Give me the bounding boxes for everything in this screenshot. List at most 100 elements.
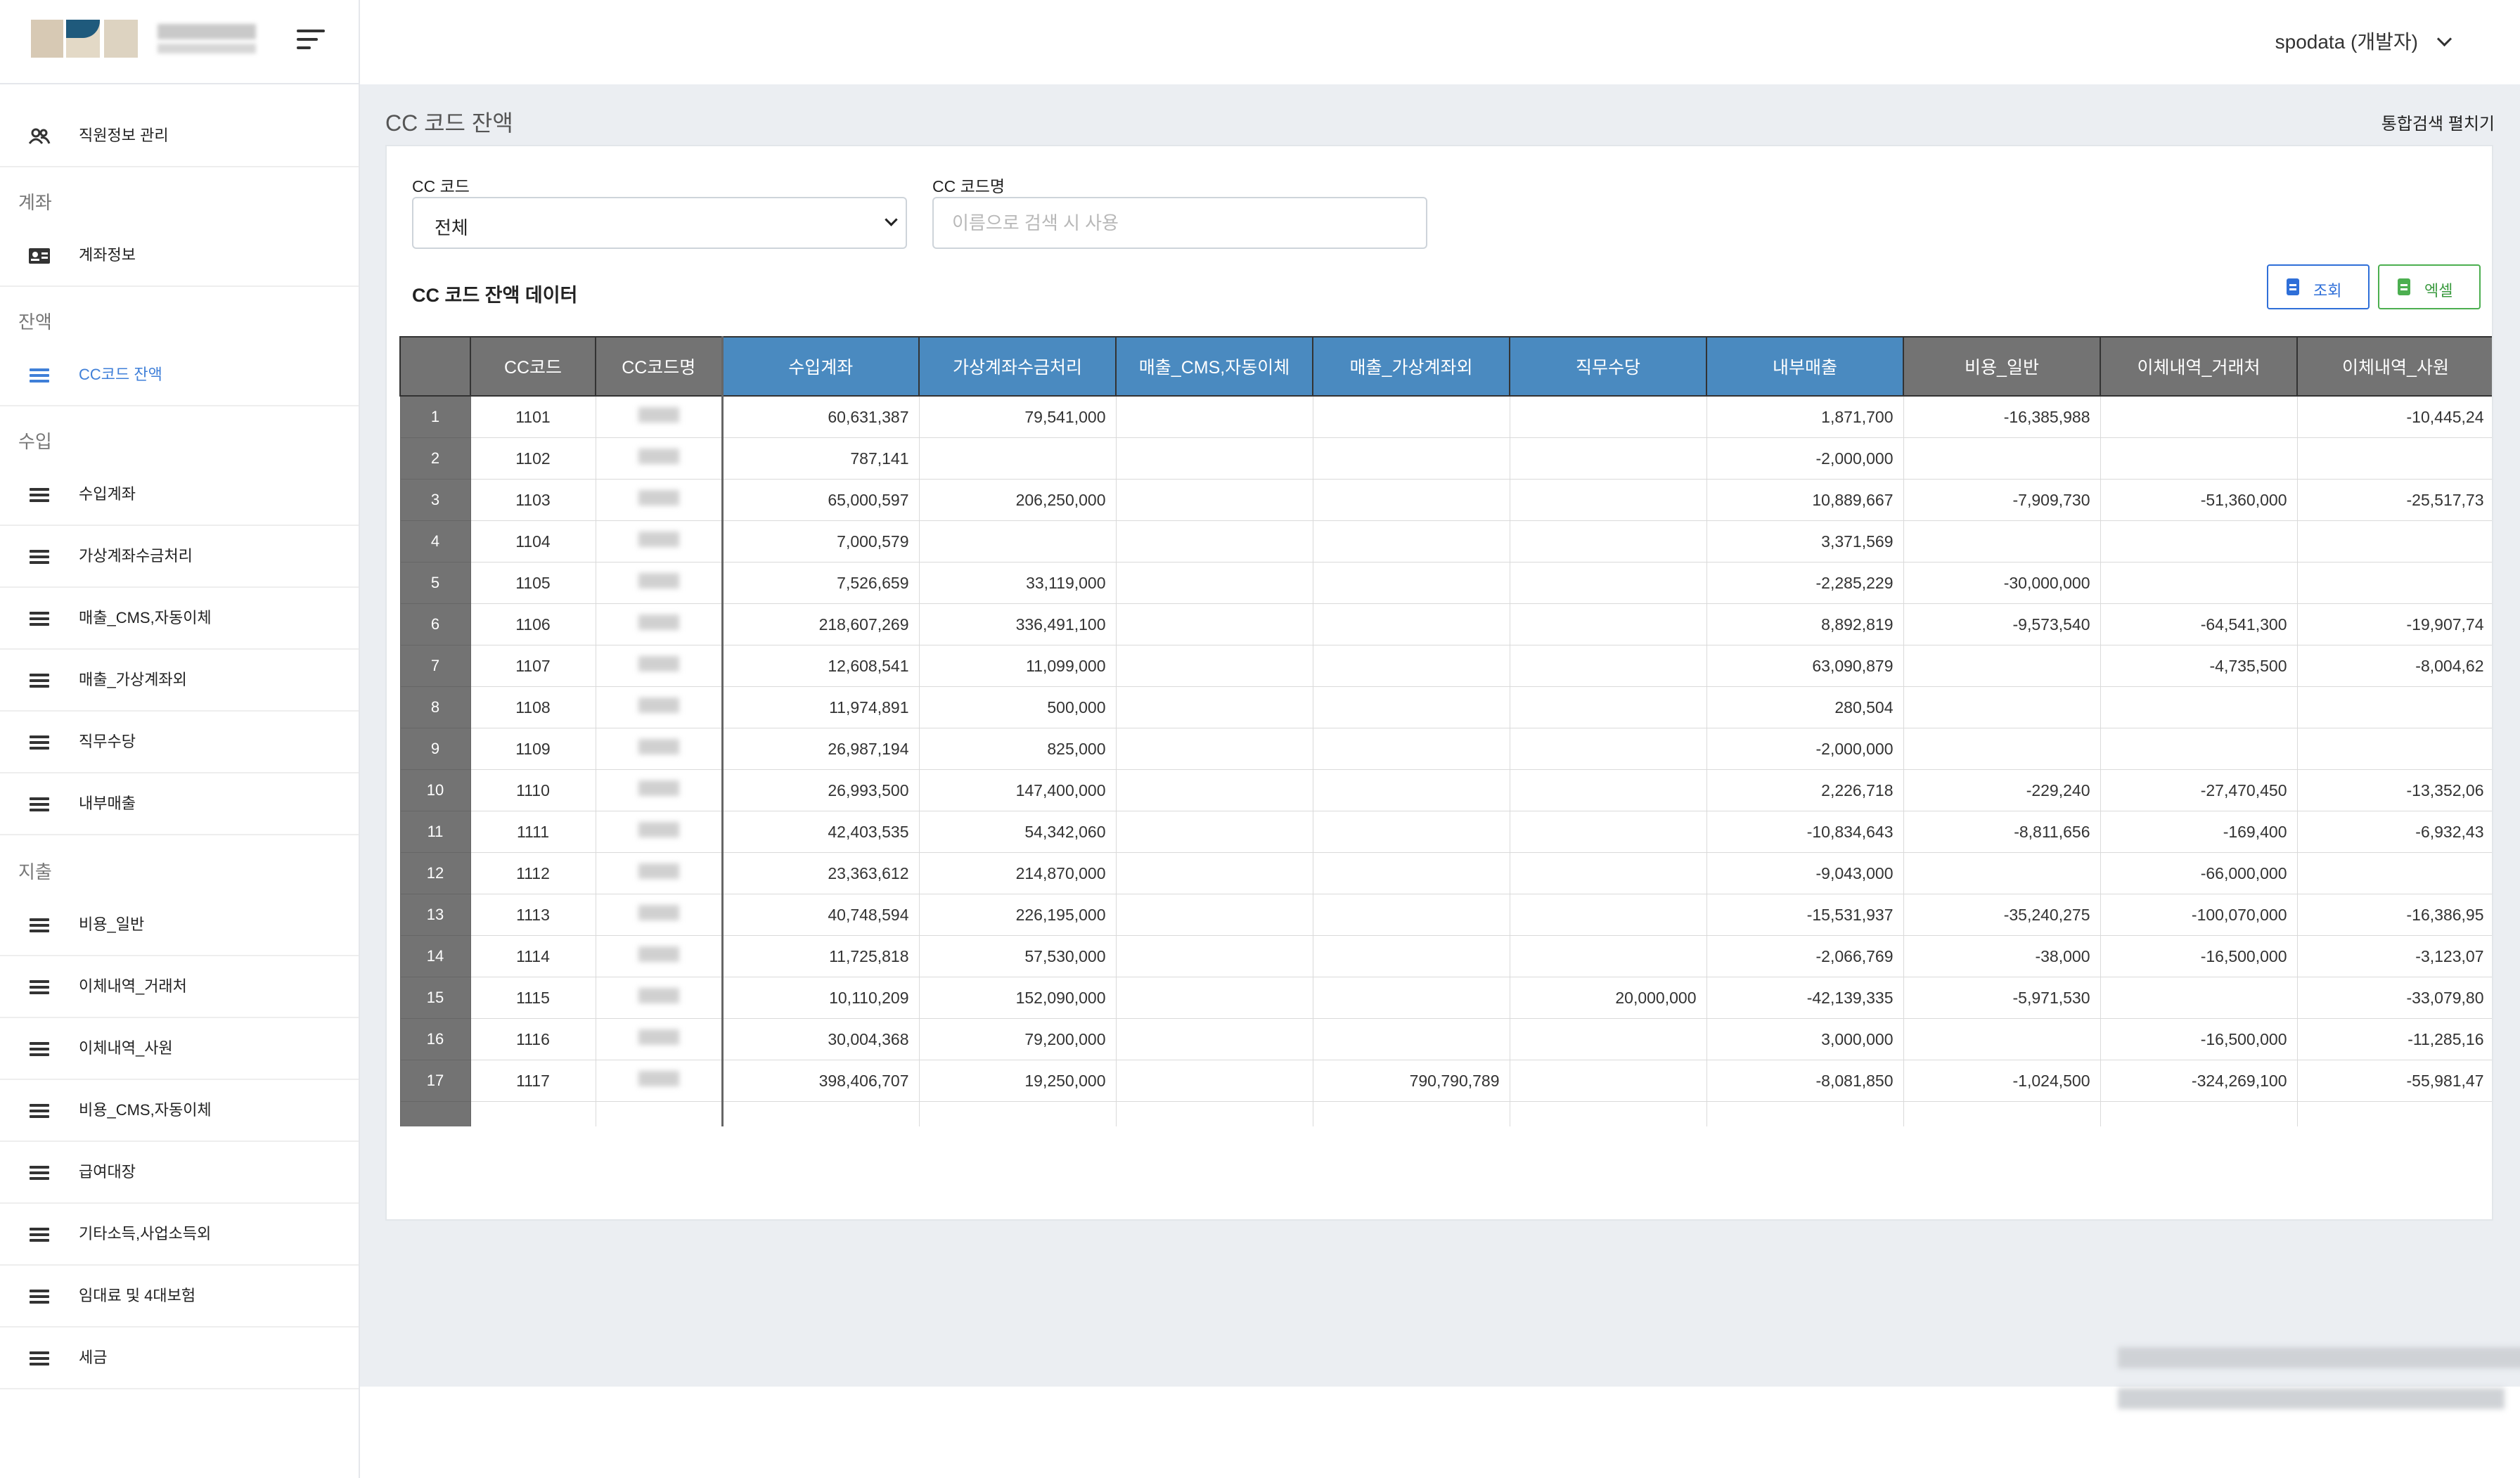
cc-code-select[interactable]: 전체	[412, 197, 907, 249]
column-header-cc-code[interactable]: CC코드	[470, 336, 596, 397]
row-number-cell: 6	[399, 603, 471, 645]
column-header-income-account[interactable]: 수입계좌	[721, 336, 920, 397]
cc-code-cell: 1101	[470, 395, 596, 438]
column-header-transfer-employee[interactable]: 이체내역_사원	[2296, 336, 2492, 397]
sidebar-item-transfer-vendor[interactable]: 이체내역_거래처	[0, 956, 359, 1018]
amount-cell	[1509, 520, 1707, 563]
column-header-sales-cms[interactable]: 매출_CMS,자동이체	[1115, 336, 1313, 397]
amount-cell	[1312, 852, 1510, 894]
table-row[interactable]: 6 1106 218,607,269 336,491,100 8,892,819 -9,5…	[399, 603, 2492, 645]
amount-cell: 280,504	[1706, 686, 1904, 728]
sidebar-item-duty-allowance[interactable]: 직무수당	[0, 712, 359, 773]
amount-cell: -100,070,000	[2100, 894, 2298, 936]
column-header-duty-allowance[interactable]: 직무수당	[1509, 336, 1707, 397]
table-row[interactable]: 9 1109 26,987,194 825,000 -2,000,000	[399, 728, 2492, 770]
row-number-cell: 16	[399, 1018, 471, 1060]
sidebar-item-expense-cms[interactable]: 비용_CMS,자동이체	[0, 1080, 359, 1142]
row-number-cell: 8	[399, 686, 471, 728]
amount-cell: 11,725,818	[721, 935, 920, 977]
list-icon	[28, 1225, 51, 1245]
cc-name-cell	[595, 437, 724, 480]
cc-code-cell: 1117	[470, 1060, 596, 1102]
amount-cell: 226,195,000	[918, 894, 1117, 936]
balance-grid[interactable]: CC코드 CC코드명 수입계좌 가상계좌수금처리 매출_CMS,자동이체 매출_…	[399, 336, 2492, 1126]
row-number-cell: 5	[399, 562, 471, 604]
amount-cell: 7,000,579	[721, 520, 920, 563]
cc-name-input[interactable]	[932, 197, 1427, 249]
blurred-name	[638, 822, 679, 837]
table-row[interactable]: 8 1108 11,974,891 500,000 280,504	[399, 686, 2492, 728]
table-row[interactable]: 3 1103 65,000,597 206,250,000 10,889,667 -7,9…	[399, 479, 2492, 521]
row-number-cell: 3	[399, 479, 471, 521]
amount-cell	[1115, 852, 1313, 894]
blurred-name	[638, 449, 679, 464]
sidebar-item-sales-other[interactable]: 매출_가상계좌외	[0, 650, 359, 712]
cc-name-cell	[595, 935, 724, 977]
amount-cell	[1312, 935, 1510, 977]
sidebar-item-internal-sales[interactable]: 내부매출	[0, 773, 359, 835]
amount-cell	[1509, 728, 1707, 770]
sidebar-item-tax[interactable]: 세금	[0, 1328, 359, 1389]
amount-cell	[1312, 769, 1510, 811]
table-row[interactable]: 13 1113 40,748,594 226,195,000 -15,531,937 -3…	[399, 894, 2492, 936]
table-row[interactable]: 12 1112 23,363,612 214,870,000 -9,043,000 -66…	[399, 852, 2492, 894]
sidebar-item-expense-general[interactable]: 비용_일반	[0, 894, 359, 956]
sidebar-item-transfer-employee[interactable]: 이체내역_사원	[0, 1018, 359, 1080]
amount-cell: 147,400,000	[918, 769, 1117, 811]
user-menu[interactable]: spodata (개발자)	[2275, 27, 2452, 55]
company-logo	[31, 20, 141, 58]
amount-cell	[1312, 811, 1510, 853]
cc-name-cell	[595, 1018, 724, 1060]
table-row[interactable]: 16 1116 30,004,368 79,200,000 3,000,000 -16,5…	[399, 1018, 2492, 1060]
sidebar-item-rent-insurance[interactable]: 임대료 및 4대보험	[0, 1266, 359, 1328]
sidebar-item-label: 매출_CMS,자동이체	[79, 609, 212, 626]
sidebar-item-label: 비용_CMS,자동이체	[79, 1101, 212, 1119]
column-header-cc-name[interactable]: CC코드명	[595, 336, 724, 397]
table-row[interactable]: 11 1111 42,403,535 54,342,060 -10,834,643 -8,…	[399, 811, 2492, 853]
table-row[interactable]: 17 1117 398,406,707 19,250,000 790,790,789 -8…	[399, 1060, 2492, 1102]
brand-area	[0, 0, 359, 84]
cc-code-cell: 1103	[470, 479, 596, 521]
table-row[interactable]: 15 1115 10,110,209 152,090,000 20,000,000 -42…	[399, 977, 2492, 1019]
column-header-expense-general[interactable]: 비용_일반	[1903, 336, 2101, 397]
table-row[interactable]: 5 1105 7,526,659 33,119,000 -2,285,229 -30,00…	[399, 562, 2492, 604]
company-name-blurred	[158, 24, 256, 39]
blurred-name	[638, 698, 679, 713]
amount-cell	[1903, 686, 2101, 728]
empty-cell	[1903, 1101, 2101, 1126]
amount-cell	[2296, 437, 2492, 480]
table-row[interactable]: 1 1101 60,631,387 79,541,000 1,871,700 -16,38…	[399, 395, 2492, 438]
search-button[interactable]: 조회	[2267, 264, 2370, 309]
table-row[interactable]: 2 1102 787,141 -2,000,000	[399, 437, 2492, 480]
sidebar-item-virtual-account[interactable]: 가상계좌수금처리	[0, 526, 359, 588]
table-body: 1 1101 60,631,387 79,541,000 1,871,700 -16,38…	[399, 395, 2492, 1126]
sidebar-item-sales-cms[interactable]: 매출_CMS,자동이체	[0, 588, 359, 650]
expand-search-link[interactable]: 통합검색 펼치기	[2381, 115, 2495, 134]
column-header-transfer-vendor[interactable]: 이체내역_거래처	[2100, 336, 2298, 397]
column-header-virtual-account[interactable]: 가상계좌수금처리	[918, 336, 1117, 397]
excel-button[interactable]: 엑셀	[2378, 264, 2481, 309]
amount-cell: 214,870,000	[918, 852, 1117, 894]
menu-toggle-icon[interactable]	[297, 28, 328, 52]
sidebar-item-staff-info[interactable]: 직원정보 관리	[0, 105, 359, 167]
sidebar-item-cc-balance[interactable]: CC코드 잔액	[0, 345, 359, 406]
amount-cell: -64,541,300	[2100, 603, 2298, 645]
table-row[interactable]: 7 1107 12,608,541 11,099,000 63,090,879 -4,73…	[399, 645, 2492, 687]
sidebar-item-account-info[interactable]: 계좌정보	[0, 225, 359, 287]
amount-cell	[2296, 562, 2492, 604]
empty-cell	[1115, 1101, 1313, 1126]
amount-cell	[1903, 645, 2101, 687]
amount-cell	[2100, 437, 2298, 480]
table-row[interactable]: 14 1114 11,725,818 57,530,000 -2,066,769 -38,…	[399, 935, 2492, 977]
column-header-internal-sales[interactable]: 내부매출	[1706, 336, 1904, 397]
amount-cell: 19,250,000	[918, 1060, 1117, 1102]
sidebar-item-label: 수입계좌	[79, 485, 136, 503]
table-row[interactable]: 4 1104 7,000,579 3,371,569	[399, 520, 2492, 563]
sidebar-item-income-account[interactable]: 수입계좌	[0, 464, 359, 526]
column-header-sales-other[interactable]: 매출_가상계좌외	[1312, 336, 1510, 397]
sidebar-item-payroll[interactable]: 급여대장	[0, 1142, 359, 1204]
sidebar-item-label: 직무수당	[79, 733, 136, 750]
sidebar-item-other-income[interactable]: 기타소득,사업소득외	[0, 1204, 359, 1266]
table-row[interactable]: 10 1110 26,993,500 147,400,000 2,226,718 -229…	[399, 769, 2492, 811]
cc-name-cell	[595, 894, 724, 936]
